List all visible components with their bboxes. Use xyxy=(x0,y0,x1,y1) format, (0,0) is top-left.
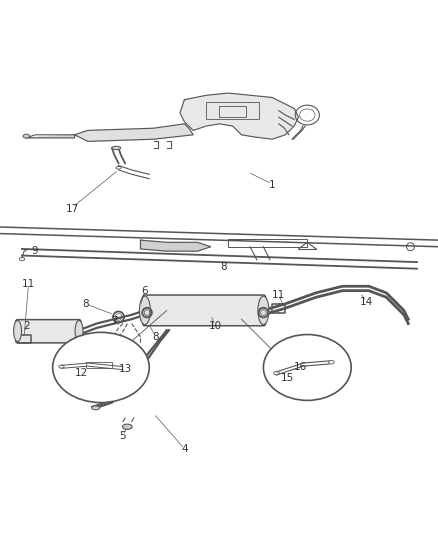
Text: 7: 7 xyxy=(110,317,117,326)
Text: 5: 5 xyxy=(119,431,126,440)
FancyBboxPatch shape xyxy=(142,295,265,326)
Ellipse shape xyxy=(263,335,350,400)
Text: 10: 10 xyxy=(208,321,221,331)
Bar xyxy=(228,239,307,247)
Ellipse shape xyxy=(53,333,149,402)
Polygon shape xyxy=(180,93,298,139)
Polygon shape xyxy=(26,135,74,138)
Text: 16: 16 xyxy=(293,362,307,373)
FancyBboxPatch shape xyxy=(16,320,81,343)
Ellipse shape xyxy=(14,320,21,342)
Ellipse shape xyxy=(122,424,132,430)
Text: 12: 12 xyxy=(74,368,88,378)
Text: 6: 6 xyxy=(141,286,148,296)
Text: 17: 17 xyxy=(66,205,79,214)
Text: 1: 1 xyxy=(268,180,275,190)
Text: 8: 8 xyxy=(152,332,159,342)
Text: 15: 15 xyxy=(280,373,293,383)
Text: 11: 11 xyxy=(272,290,285,300)
Text: 9: 9 xyxy=(32,246,39,256)
Text: 4: 4 xyxy=(180,443,187,454)
Bar xyxy=(219,106,245,117)
Text: 8: 8 xyxy=(220,262,227,271)
Text: 11: 11 xyxy=(22,279,35,289)
Ellipse shape xyxy=(92,406,99,410)
Bar xyxy=(206,102,258,119)
Text: 8: 8 xyxy=(82,299,89,309)
Text: 14: 14 xyxy=(359,297,372,306)
Bar xyxy=(85,362,112,368)
Ellipse shape xyxy=(23,134,30,138)
Text: 2: 2 xyxy=(23,321,30,331)
Ellipse shape xyxy=(139,296,150,325)
Polygon shape xyxy=(74,124,193,141)
Ellipse shape xyxy=(75,320,83,342)
Text: 13: 13 xyxy=(118,364,131,374)
Ellipse shape xyxy=(112,146,120,150)
Ellipse shape xyxy=(257,296,268,325)
Polygon shape xyxy=(140,240,210,251)
